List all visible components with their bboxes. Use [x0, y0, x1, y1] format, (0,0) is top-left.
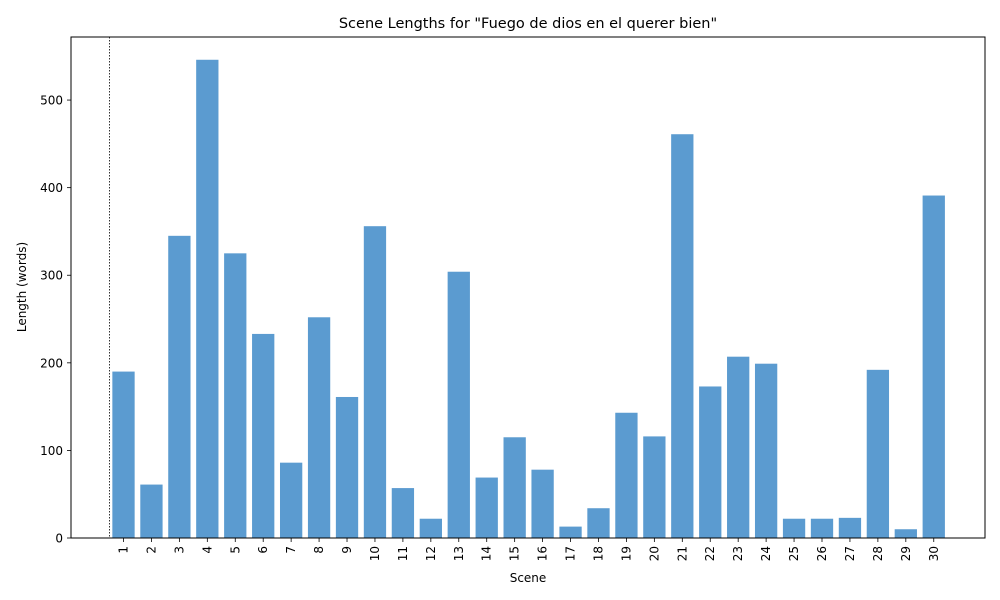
- x-tick-label: 6: [256, 546, 270, 554]
- x-tick-label: 18: [591, 546, 605, 561]
- bar-scene-30: [922, 195, 945, 538]
- x-tick-label: 21: [675, 546, 689, 561]
- x-tick-label: 26: [815, 546, 829, 561]
- bar-scene-7: [279, 462, 303, 538]
- x-tick-label: 11: [396, 546, 410, 561]
- x-tick-label: 5: [228, 546, 242, 554]
- bar-scene-10: [363, 226, 387, 538]
- x-tick-label: 22: [703, 546, 717, 561]
- y-tick-label: 400: [40, 181, 63, 195]
- bar-scene-21: [671, 134, 694, 538]
- bar-scene-5: [224, 253, 247, 538]
- x-tick-label: 16: [536, 546, 550, 561]
- x-tick-label: 8: [312, 546, 326, 554]
- bar-scene-28: [866, 369, 890, 538]
- bar-scene-12: [419, 518, 442, 538]
- x-tick-label: 9: [340, 546, 354, 554]
- x-tick-label: 2: [144, 546, 158, 554]
- bar-scene-13: [447, 271, 470, 538]
- bar-scene-16: [531, 469, 554, 538]
- x-tick-label: 10: [368, 546, 382, 561]
- y-tick-label: 0: [55, 532, 63, 546]
- bar-scene-2: [140, 484, 163, 538]
- x-tick-label: 24: [759, 546, 773, 561]
- bar-scene-19: [615, 412, 638, 538]
- x-tick-label: 4: [200, 546, 214, 554]
- x-tick-label: 27: [843, 546, 857, 561]
- x-tick-label: 15: [508, 546, 522, 561]
- x-tick-label: 1: [117, 546, 131, 554]
- bar-scene-3: [168, 235, 191, 538]
- y-tick-label: 200: [40, 356, 63, 370]
- y-tick-label: 100: [40, 444, 63, 458]
- bar-scene-11: [391, 488, 415, 538]
- x-tick-label: 17: [564, 546, 578, 561]
- bar-scene-15: [503, 437, 526, 538]
- bar-scene-20: [643, 436, 666, 538]
- x-tick-label: 19: [619, 546, 633, 561]
- bar-scene-29: [894, 529, 917, 538]
- bar-scene-25: [782, 518, 806, 538]
- bar-scene-18: [587, 508, 610, 538]
- bar-scene-6: [252, 333, 275, 538]
- x-tick-label: 7: [284, 546, 298, 554]
- y-ticks-group: 0 100 200 300 400 500: [40, 94, 71, 546]
- bar-scene-23: [727, 356, 750, 538]
- bar-scene-17: [559, 526, 582, 538]
- x-tick-label: 3: [172, 546, 186, 554]
- y-axis-label: Length (words): [15, 242, 29, 332]
- bar-scene-24: [754, 363, 778, 538]
- x-tick-label: 30: [927, 546, 941, 561]
- bar-scene-14: [475, 477, 498, 538]
- x-tick-label: 14: [480, 546, 494, 561]
- x-axis-label: Scene: [510, 571, 547, 585]
- bar-scene-22: [699, 386, 722, 538]
- plot-frame: [70, 36, 986, 539]
- bar-scene-27: [838, 517, 862, 538]
- x-tick-label: 23: [731, 546, 745, 561]
- y-tick-label: 300: [40, 269, 63, 283]
- x-tick-label: 25: [787, 546, 801, 561]
- bar-scene-4: [196, 59, 219, 539]
- bar-scene-8: [307, 317, 331, 538]
- x-tick-label: 28: [871, 546, 885, 561]
- bar-scene-9: [335, 396, 359, 538]
- x-ticks-group: 1 2 3 4 5 6 7 8 9 10 11 12 13 14 15 16 17 18 19 20 21 22 23 24 2…: [117, 538, 941, 561]
- x-tick-label: 20: [647, 546, 661, 561]
- x-tick-label: 13: [452, 546, 466, 561]
- bars-group: [112, 59, 945, 539]
- y-tick-label: 500: [40, 94, 63, 108]
- x-tick-label: 12: [424, 546, 438, 561]
- chart-title: Scene Lengths for "Fuego de dios en el q…: [339, 16, 717, 32]
- x-tick-label: 29: [899, 546, 913, 561]
- bar-scene-1: [112, 371, 135, 538]
- bar-scene-26: [810, 518, 834, 538]
